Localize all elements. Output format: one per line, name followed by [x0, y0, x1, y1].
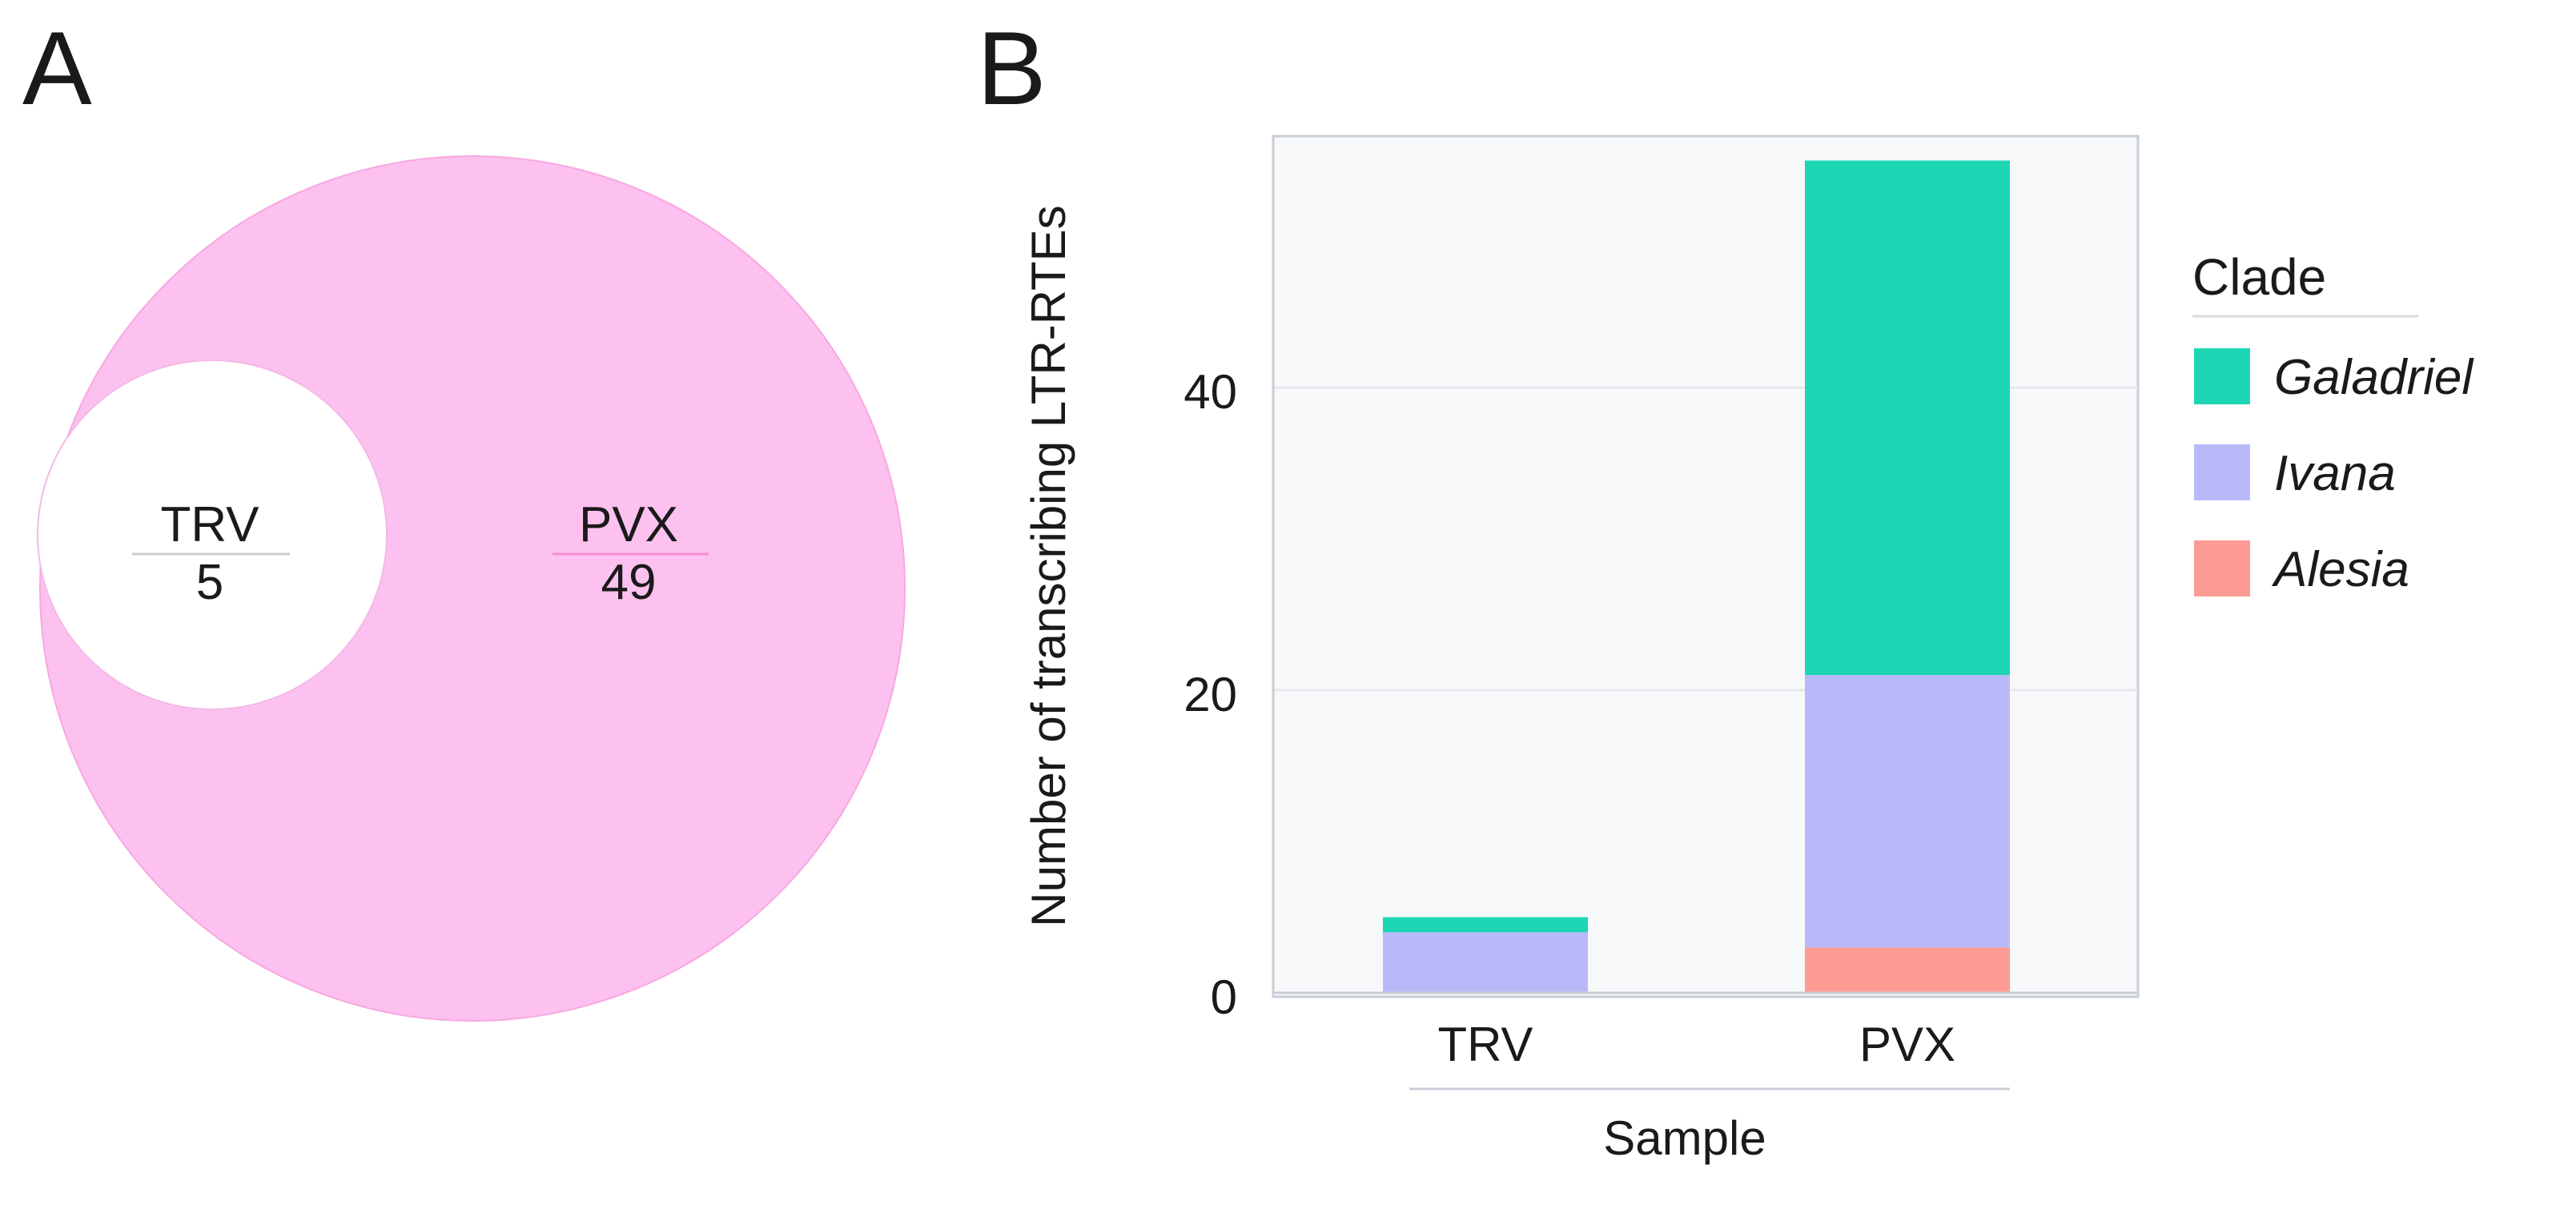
panel-a-label: A — [22, 10, 92, 127]
legend-label-galadriel: Galadriel — [2274, 350, 2474, 405]
legend: Clade Galadriel Ivana Alesia — [2192, 248, 2474, 597]
y-tick-label: 0 — [1211, 970, 1237, 1024]
legend-label-ivana: Ivana — [2274, 446, 2396, 501]
x-tick-label: PVX — [1859, 1018, 1955, 1071]
bar-trv-galadriel — [1383, 917, 1588, 933]
legend-title: Clade — [2192, 248, 2326, 306]
y-tick-label: 40 — [1184, 365, 1237, 419]
venn-trv-name: TRV — [161, 497, 260, 552]
legend-label-alesia: Alesia — [2271, 542, 2409, 597]
x-axis-title: Sample — [1603, 1111, 1766, 1165]
venn-trv-circle — [37, 359, 388, 710]
bar-trv-ivana — [1383, 932, 1588, 993]
panel-b-label: B — [977, 10, 1047, 127]
legend-swatch-alesia — [2194, 540, 2250, 596]
bars — [1273, 160, 2138, 994]
legend-swatch-galadriel — [2194, 348, 2250, 404]
bar-pvx-ivana — [1805, 675, 2010, 948]
bar-pvx-alesia — [1805, 947, 2010, 993]
x-axis: TRV PVX Sample — [1409, 1018, 2010, 1165]
x-tick-label: TRV — [1438, 1018, 1533, 1071]
legend-swatch-ivana — [2194, 444, 2250, 500]
y-axis: 0 20 40 Number of transcribing LTR-RTEs — [1022, 136, 1275, 1024]
venn-pvx-name: PVX — [579, 497, 678, 552]
panel-a: A TRV 5 PVX 49 — [22, 10, 906, 1022]
y-tick-label: 20 — [1184, 668, 1237, 721]
venn-pvx-count: 49 — [601, 555, 657, 610]
panel-b: B 0 20 40 Number of transcribing LTR-RTE… — [977, 10, 2474, 1165]
y-axis-title: Number of transcribing LTR-RTEs — [1022, 205, 1075, 926]
venn-trv-count: 5 — [196, 555, 223, 610]
bar-pvx-galadriel — [1805, 160, 2010, 676]
